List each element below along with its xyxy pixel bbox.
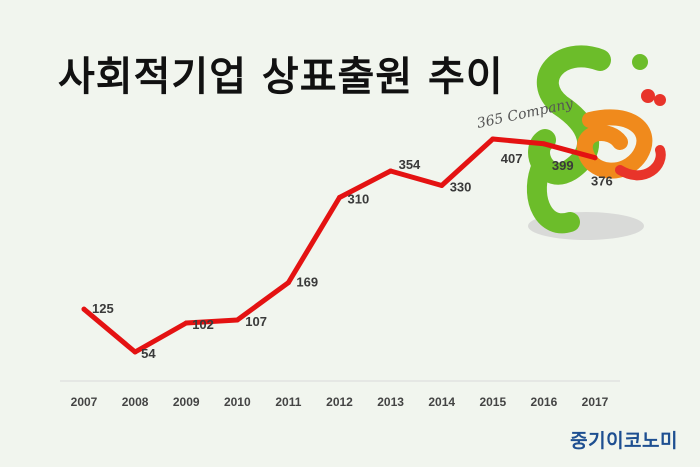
x-tick-layer: 2007 2008 2009 2010 2011 2012 2013 2014 2015 2016… (71, 395, 609, 409)
logo-text: 365 Company (476, 96, 576, 132)
x-tick-label-2008: 2008 (122, 395, 149, 409)
company-logo: 365 Company (476, 45, 666, 240)
data-label-2016: 399 (552, 158, 574, 173)
data-label-2013: 354 (399, 157, 421, 172)
x-tick-label-2016: 2016 (531, 395, 558, 409)
data-label-layer: 125 54 102 107 169 310 354 330 407 399 376 (92, 151, 613, 361)
data-point-2007 (81, 306, 87, 312)
data-point-2008 (132, 349, 138, 355)
data-point-2014 (439, 182, 445, 188)
data-point-2011 (285, 280, 291, 286)
data-label-2012: 310 (348, 192, 370, 207)
data-label-2009: 102 (192, 317, 214, 332)
data-point-2015 (490, 136, 496, 142)
data-point-2012 (337, 195, 342, 201)
x-tick-label-2011: 2011 (275, 395, 301, 409)
x-tick-label-2017: 2017 (582, 395, 609, 409)
series-line (81, 136, 598, 355)
x-tick-label-2010: 2010 (224, 395, 251, 409)
chart-title: 사회적기업 상표출원 추이 (58, 54, 504, 100)
x-tick-label-2009: 2009 (173, 395, 200, 409)
data-label-2015: 407 (501, 151, 523, 166)
data-point-2009 (183, 320, 189, 326)
x-tick-label-2013: 2013 (377, 395, 404, 409)
data-label-2017: 376 (591, 174, 613, 189)
data-label-2011: 169 (296, 275, 318, 290)
data-point-2010 (234, 317, 240, 323)
data-point-2017 (592, 155, 598, 161)
x-tick-label-2012: 2012 (326, 395, 353, 409)
x-tick-label-2015: 2015 (479, 395, 506, 409)
data-label-2007: 125 (92, 301, 114, 316)
data-label-2014: 330 (450, 179, 472, 194)
series-layer (81, 136, 598, 355)
x-tick-label-2014: 2014 (428, 395, 455, 409)
x-tick-label-2007: 2007 (71, 395, 98, 409)
brand-name: 중기이코노미 (570, 430, 678, 452)
data-label-2008: 54 (141, 346, 156, 361)
data-point-2013 (388, 168, 394, 174)
data-label-2010: 107 (245, 314, 267, 329)
data-point-2016 (541, 141, 547, 147)
